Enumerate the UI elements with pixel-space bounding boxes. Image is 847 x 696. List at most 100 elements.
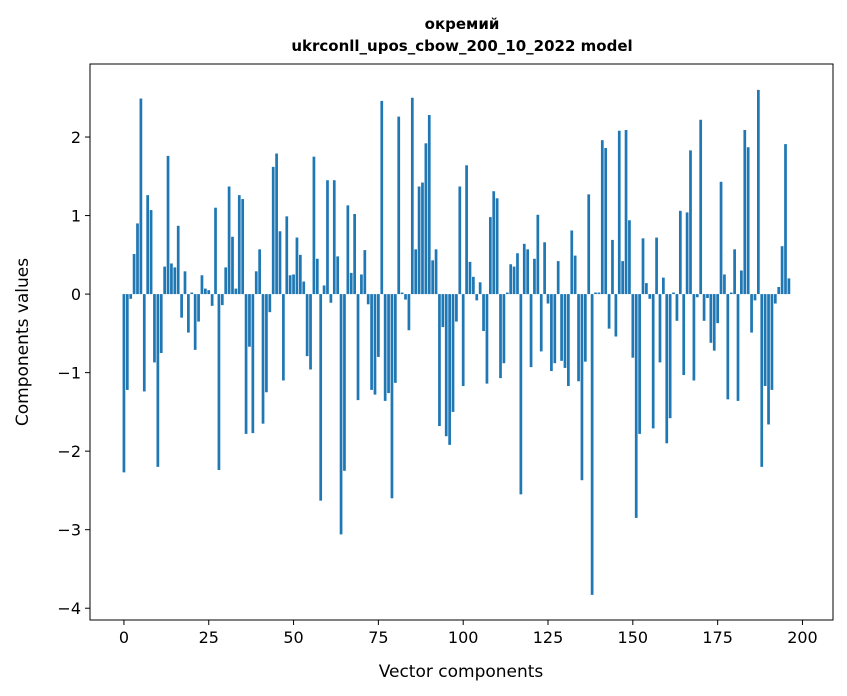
bar-82: [400, 292, 404, 295]
x-tick-label: 200: [787, 628, 818, 647]
bar-44: [271, 166, 275, 295]
bar-144: [611, 239, 614, 295]
bar-115: [512, 266, 516, 295]
y-tick-label: 2: [71, 128, 81, 147]
bar-150: [631, 294, 635, 358]
bar-5: [139, 98, 143, 295]
bar-165: [682, 294, 686, 375]
bar-70: [360, 274, 363, 295]
bar-96: [448, 294, 451, 445]
bar-83: [404, 294, 407, 300]
bar-184: [746, 147, 750, 295]
bar-118: [522, 243, 526, 295]
bar-79: [390, 294, 394, 499]
bar-163: [675, 294, 679, 321]
bar-86: [414, 249, 418, 295]
bar-124: [543, 242, 546, 295]
chart-title-line2: ukrconll_upos_cbow_200_10_2022 model: [291, 37, 632, 55]
bar-112: [502, 294, 506, 364]
bar-185: [750, 294, 753, 333]
bar-183: [743, 129, 747, 295]
bar-120: [529, 294, 533, 368]
bar-160: [665, 294, 669, 444]
bar-146: [617, 130, 621, 295]
bar-155: [648, 294, 652, 299]
bar-77: [383, 294, 387, 401]
bar-113: [505, 292, 509, 295]
bar-47: [282, 294, 285, 381]
bar-28: [217, 294, 221, 471]
bar-29: [220, 294, 224, 306]
bar-30: [224, 267, 228, 295]
bar-157: [655, 237, 658, 295]
bar-52: [298, 254, 302, 295]
x-tick-label: 175: [702, 628, 733, 647]
bar-171: [702, 294, 706, 321]
bar-148: [624, 129, 628, 295]
bar-106: [482, 294, 485, 332]
bar-119: [526, 249, 530, 295]
bar-41: [261, 294, 265, 424]
bar-123: [539, 294, 543, 352]
bar-11: [159, 294, 163, 353]
bar-69: [356, 294, 360, 401]
bar-127: [553, 294, 557, 364]
bar-24: [203, 288, 207, 295]
bar-182: [740, 270, 743, 295]
bar-191: [770, 294, 774, 390]
bar-71: [363, 250, 367, 295]
bar-38: [251, 294, 255, 434]
bar-99: [458, 186, 462, 295]
bar-12: [163, 266, 166, 295]
bar-23: [200, 275, 204, 295]
y-axis-label: Components values: [13, 258, 33, 426]
bar-60: [326, 180, 329, 295]
bar-109: [492, 191, 496, 295]
bar-35: [241, 199, 245, 295]
bar-133: [573, 255, 577, 295]
bar-173: [709, 294, 713, 343]
bar-85: [410, 97, 414, 295]
bar-126: [550, 294, 553, 372]
bar-152: [638, 294, 641, 434]
bar-186: [753, 294, 757, 301]
x-tick-label: 0: [119, 628, 129, 647]
bar-76: [380, 100, 384, 295]
bar-102: [468, 261, 472, 295]
bar-145: [614, 294, 618, 337]
bar-100: [461, 294, 465, 386]
bar-142: [604, 148, 608, 295]
bar-103: [472, 276, 475, 295]
bar-51: [295, 237, 299, 295]
bar-129: [560, 294, 563, 361]
plot-frame: [89, 63, 834, 621]
bar-190: [767, 294, 770, 425]
bar-161: [668, 294, 672, 419]
bar-42: [265, 294, 268, 393]
bar-156: [651, 294, 655, 429]
bar-116: [516, 253, 519, 295]
bar-162: [672, 292, 675, 295]
bar-168: [692, 294, 696, 381]
bar-78: [387, 294, 390, 394]
bar-139: [594, 292, 597, 295]
bar-59: [322, 285, 326, 295]
bar-65: [343, 294, 346, 471]
bar-167: [689, 150, 692, 295]
bar-0: [122, 294, 126, 473]
bar-107: [485, 294, 489, 384]
bar-7: [146, 195, 150, 295]
bars-group: [122, 89, 791, 595]
bar-130: [563, 294, 567, 368]
bar-67: [349, 272, 353, 295]
bar-153: [641, 238, 645, 295]
bar-158: [658, 294, 662, 363]
bar-84: [407, 294, 411, 331]
bar-37: [248, 294, 251, 347]
bar-128: [556, 261, 560, 295]
bar-48: [285, 216, 289, 295]
bar-117: [519, 294, 523, 495]
x-axis-label: Vector components: [379, 662, 544, 682]
bar-174: [712, 294, 716, 351]
bar-98: [455, 294, 458, 322]
